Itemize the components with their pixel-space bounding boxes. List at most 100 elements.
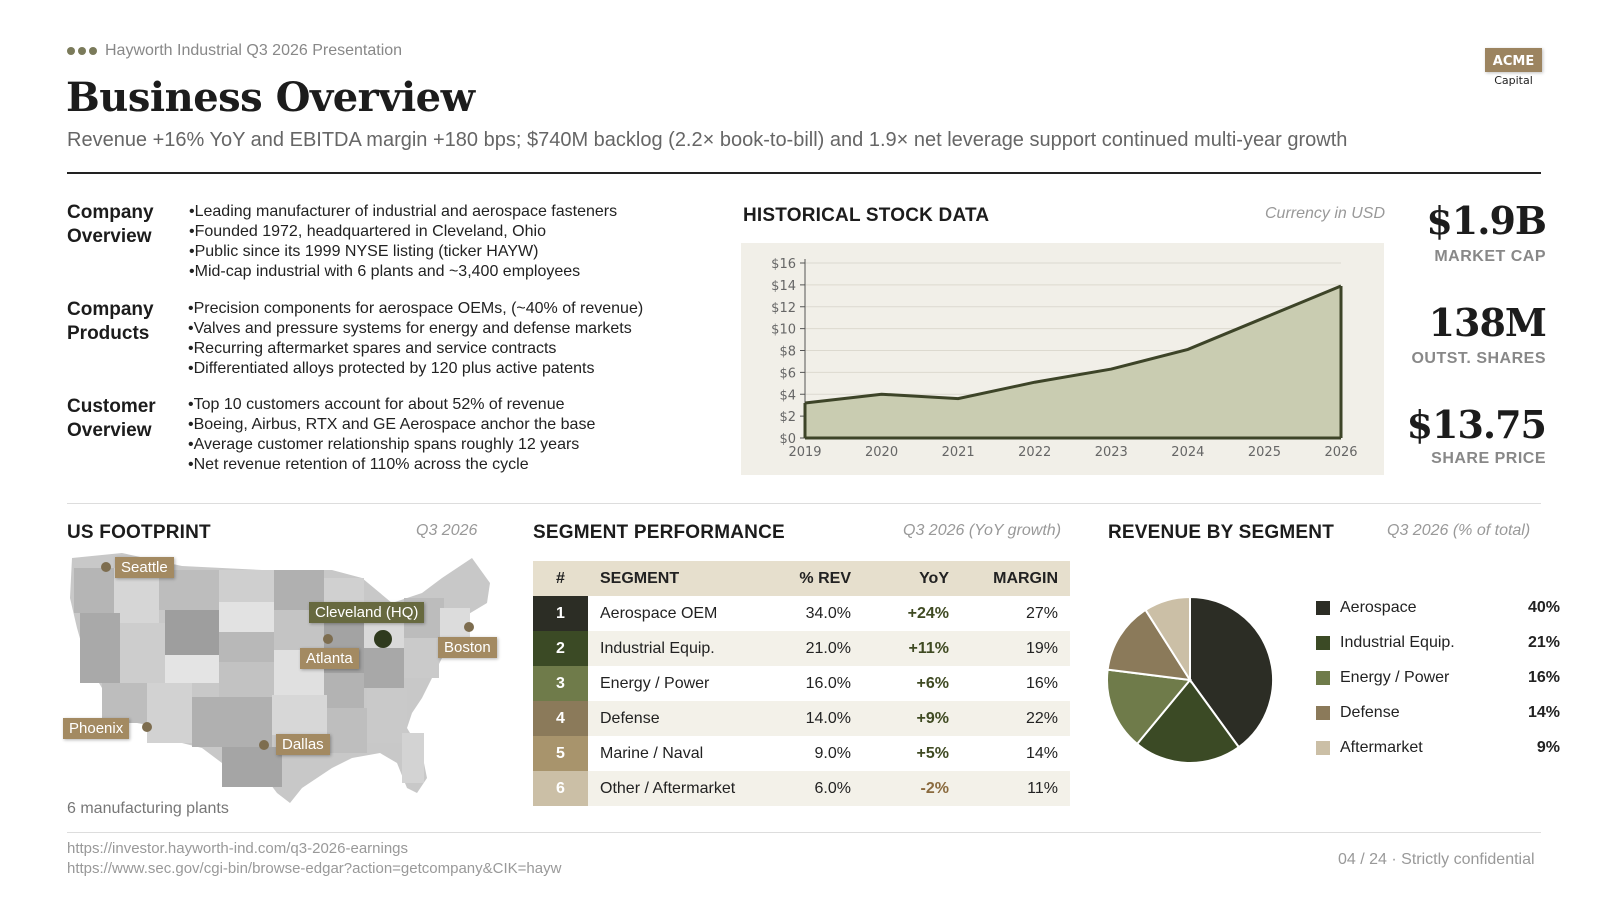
pie-slice — [1106, 608, 1192, 682]
map-pin-dallas[interactable]: Dallas — [276, 734, 330, 755]
kpi-market-cap-label: MARKET CAP — [1434, 248, 1546, 265]
legend-value: 21% — [1527, 633, 1560, 651]
list-item: Mid-cap industrial with 6 plants and ~3,… — [189, 262, 617, 282]
map-pin-phoenix[interactable]: Phoenix — [63, 718, 130, 739]
logo-sub: Capital — [1494, 74, 1533, 87]
list-item: Valves and pressure systems for energy a… — [188, 319, 643, 339]
legend-item: Industrial Equip. 21% — [1316, 625, 1560, 660]
col-header-segment: SEGMENT — [588, 561, 763, 596]
x-tick-label: 2025 — [1248, 445, 1281, 460]
footprint-caption: 6 manufacturing plants — [67, 800, 229, 817]
segment-rev-cell: 16.0% — [805, 674, 851, 692]
dots-icon — [67, 47, 97, 55]
hq-pin-dot — [374, 630, 392, 648]
legend-label: Aftermarket — [1340, 738, 1423, 756]
logo-main: ACME — [1485, 48, 1542, 72]
table-row: 4 Defense 14.0% +9% 22% — [533, 701, 1070, 736]
segment-rev-cell: 34.0% — [805, 604, 851, 622]
segment-yoy-cell: +24% — [907, 604, 949, 622]
segment-num-cell: 1 — [533, 596, 588, 631]
overview-heading: Company Overview — [67, 202, 154, 247]
table-row: 3 Energy / Power 16.0% +6% 16% — [533, 666, 1070, 701]
col-header-rev: % REV — [763, 561, 863, 596]
overview-block-company: Company Overview — [67, 201, 177, 249]
table-row: 2 Industrial Equip. 21.0% +11% 19% — [533, 631, 1070, 666]
us-map-states — [70, 553, 490, 803]
legend-label: Energy / Power — [1340, 668, 1450, 686]
deck-topline: Hayworth Industrial Q3 2026 Presentation — [67, 42, 402, 60]
pie-slice — [1135, 678, 1241, 764]
segment-name-cell: Energy / Power — [600, 674, 710, 692]
kpi-market-cap-value: $1.9B — [1426, 198, 1547, 243]
overview-block-products: Company Products — [67, 298, 177, 346]
col-header-num: # — [533, 561, 588, 596]
footer-link-sec[interactable]: https://www.sec.gov/cgi-bin/browse-edgar… — [67, 860, 562, 877]
segment-margin-cell: 19% — [961, 631, 1070, 666]
map-pin-boston[interactable]: Boston — [438, 637, 497, 658]
legend-swatch — [1316, 635, 1330, 650]
legend-value: 40% — [1527, 598, 1560, 616]
map-pin-dot — [101, 562, 111, 572]
map-pin-dot — [142, 722, 152, 732]
segment-rev-cell: 21.0% — [763, 631, 863, 666]
map-pin-cleveland[interactable]: Cleveland (HQ) — [309, 602, 425, 623]
y-tick-label: $16 — [771, 257, 796, 272]
list-item: Founded 1972, headquartered in Cleveland… — [189, 222, 617, 242]
segment-title: SEGMENT PERFORMANCE — [533, 522, 785, 543]
segment-num-cell: 2 — [533, 631, 588, 666]
legend-item: Aerospace 40% — [1316, 590, 1560, 625]
segment-name-cell: Marine / Naval — [600, 744, 704, 762]
footprint-title: US FOOTPRINT — [67, 522, 211, 543]
pie-slice — [1144, 595, 1191, 684]
revenue-legend: Aerospace 40% Industrial Equip. 21% Energy /… — [1316, 590, 1560, 765]
map-pin-seattle[interactable]: Seattle — [115, 557, 174, 578]
legend-swatch — [1316, 600, 1330, 615]
y-tick-label: $6 — [779, 366, 796, 381]
revenue-note: Q3 2026 (% of total) — [1387, 522, 1531, 539]
col-header-yoy: YoY — [863, 561, 961, 596]
overview-bullets-company: Leading manufacturer of industrial and a… — [189, 202, 617, 282]
overview-heading: Customer Overview — [67, 396, 156, 441]
legend-item: Energy / Power 16% — [1316, 660, 1560, 695]
segment-table: # SEGMENT % REV YoY MARGIN 1 Aerospace OE… — [533, 561, 1070, 806]
segment-name-cell: Industrial Equip. — [588, 631, 763, 666]
list-item: Top 10 customers account for about 52% o… — [188, 395, 595, 415]
pie-slice — [1189, 595, 1274, 749]
legend-swatch — [1316, 670, 1330, 685]
legend-swatch — [1316, 740, 1330, 755]
legend-value: 14% — [1527, 703, 1560, 721]
table-header-row: # SEGMENT % REV YoY MARGIN — [533, 561, 1070, 596]
map-pin-dot — [259, 740, 269, 750]
kpi-share-price-value: $13.75 — [1406, 402, 1547, 447]
segment-note: Q3 2026 (YoY growth) — [903, 522, 1062, 539]
x-tick-label: 2022 — [1018, 445, 1051, 460]
footer-link-investor[interactable]: https://investor.hayworth-ind.com/q3-202… — [67, 840, 409, 857]
list-item: Differentiated alloys protected by 120 p… — [188, 359, 643, 379]
stock-line — [804, 284, 1342, 405]
overview-bullets-products: Precision components for aerospace OEMs,… — [188, 299, 644, 379]
legend-label: Aerospace — [1340, 598, 1417, 616]
x-tick-label: 2024 — [1171, 445, 1204, 460]
segment-name-cell: Other / Aftermarket — [588, 771, 763, 806]
legend-swatch — [1316, 705, 1330, 720]
x-tick-label: 2026 — [1324, 445, 1357, 460]
overview-block-customer: Customer Overview — [67, 395, 177, 443]
legend-value: 16% — [1527, 668, 1560, 686]
page-title: Business Overview — [66, 74, 475, 121]
segment-num-cell: 3 — [533, 666, 588, 701]
segment-num-cell: 5 — [533, 736, 588, 771]
segment-margin-cell: 22% — [961, 701, 1070, 736]
legend-value: 9% — [1536, 738, 1560, 756]
list-item: Leading manufacturer of industrial and a… — [189, 202, 617, 222]
revenue-title: REVENUE BY SEGMENT — [1108, 522, 1335, 543]
legend-label: Defense — [1340, 703, 1400, 721]
stock-area — [805, 285, 1341, 438]
segment-num-cell: 6 — [533, 771, 588, 806]
page-subtitle: Revenue +16% YoY and EBITDA margin +180 … — [67, 129, 1348, 151]
x-tick-label: 2020 — [865, 445, 898, 460]
table-row: 6 Other / Aftermarket 6.0% -2% 11% — [533, 771, 1070, 806]
list-item: Boeing, Airbus, RTX and GE Aerospace anc… — [188, 415, 596, 435]
segment-margin-cell: 14% — [1025, 744, 1058, 762]
kpi-share-price-label: SHARE PRICE — [1431, 450, 1546, 467]
map-pin-atlanta[interactable]: Atlanta — [300, 648, 359, 669]
